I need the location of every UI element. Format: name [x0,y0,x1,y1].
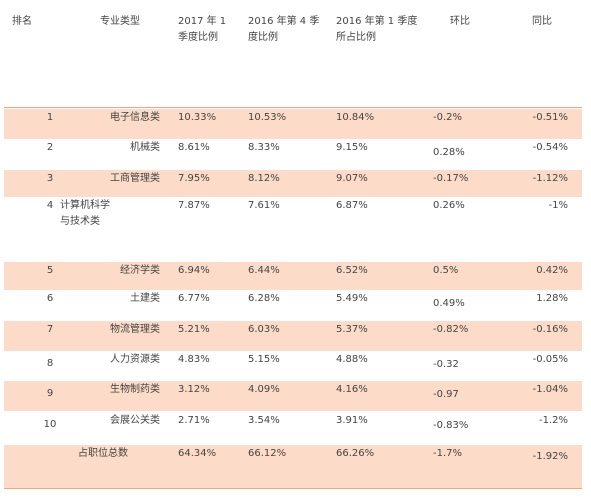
cell: -1.92% [532,451,568,462]
cell: -0.16% [532,324,568,335]
cell: 3.54% [248,415,280,426]
cell: -0.83% [433,420,469,431]
cell: 66.26% [336,448,375,459]
cell: 3.12% [178,384,210,395]
cell: 64.34% [178,448,217,459]
cell: 8.12% [248,173,280,184]
cell: 6.94% [178,265,210,276]
cell: 10.84% [336,112,375,123]
cell: 5.37% [336,324,368,335]
cell: 6.44% [248,265,280,276]
cell: 8.33% [248,142,280,153]
cell: 5 [46,265,54,276]
cell: 4.16% [336,384,368,395]
cell: 10.33% [178,112,217,123]
cell: -0.05% [532,354,568,365]
cell: -0.54% [532,142,568,153]
cell: 6.03% [248,324,280,335]
cell: 7 [46,324,54,335]
cell: 9 [46,388,54,399]
cell: 会展公关类 [110,415,160,426]
cell: 7.87% [178,200,210,211]
cell: 5.49% [336,293,368,304]
cell: -1.04% [532,384,568,395]
cell: 计算机科学 与技术类 [60,200,110,227]
cell: 10.53% [248,112,287,123]
cell: 生物制药类 [110,384,160,395]
cell: 4.09% [248,384,280,395]
cell: 1.28% [536,293,568,304]
row-band [4,170,582,197]
cell: 0.5% [433,265,459,276]
header-cell: 排名 [12,16,32,27]
row-band [4,381,582,411]
cell: 0.42% [536,265,568,276]
row-band [4,445,582,488]
cell: 经济学类 [120,265,160,276]
cell: 物流管理类 [110,324,160,335]
cell: -1.2% [538,415,568,426]
cell: 工商管理类 [110,173,160,184]
cell: 4.88% [336,354,368,365]
cell: 人力资源类 [110,354,160,365]
cell: 机械类 [130,142,160,153]
cell: 0.28% [433,147,465,158]
header-cell: 2016 年第 1 季度 所占比例 [336,16,418,43]
cell: 7.95% [178,173,210,184]
cell: 电子信息类 [110,112,160,123]
total-label: 占职位总数 [78,448,128,459]
cell: 6.52% [336,265,368,276]
cell: -1.7% [433,448,463,459]
cell: 2.71% [178,415,210,426]
cell: 5.21% [178,324,210,335]
row-band [4,262,582,290]
header-cell: 同比 [532,16,552,27]
cell: 4.83% [178,354,210,365]
cell: 8.61% [178,142,210,153]
cell: 3.91% [336,415,368,426]
cell: 1 [46,112,54,123]
cell: -0.82% [433,324,469,335]
cell: 2 [46,142,54,153]
cell: -0.32 [433,359,459,370]
cell: 6 [46,293,54,304]
cell: 0.49% [433,298,465,309]
header-cell: 2016 年第 4 季 度比例 [248,16,320,43]
cell: 3 [46,173,54,184]
cell: 6.77% [178,293,210,304]
cell: 6.28% [248,293,280,304]
header-cell: 环比 [450,16,470,27]
bottom-rule [4,488,582,489]
cell: -1.12% [532,173,568,184]
cell: -1% [548,200,568,211]
header-cell: 2017 年 1 季度比例 [178,16,227,43]
cell: 8 [46,358,54,369]
cell: 4 [46,200,54,211]
cell: -0.2% [433,112,463,123]
cell: -0.17% [433,173,469,184]
top-rule [4,107,582,108]
cell: -0.51% [532,112,568,123]
cell: 0.26% [433,200,465,211]
row-band [4,109,582,139]
header-cell: 专业类型 [100,16,140,27]
cell: 9.15% [336,142,368,153]
cell: 10 [43,419,57,430]
cell: 7.61% [248,200,280,211]
cell: 9.07% [336,173,368,184]
cell: 66.12% [248,448,287,459]
cell: 5.15% [248,354,280,365]
cell: 土建类 [130,293,160,304]
cell: -0.97 [433,389,459,400]
cell: 6.87% [336,200,368,211]
row-band [4,321,582,351]
